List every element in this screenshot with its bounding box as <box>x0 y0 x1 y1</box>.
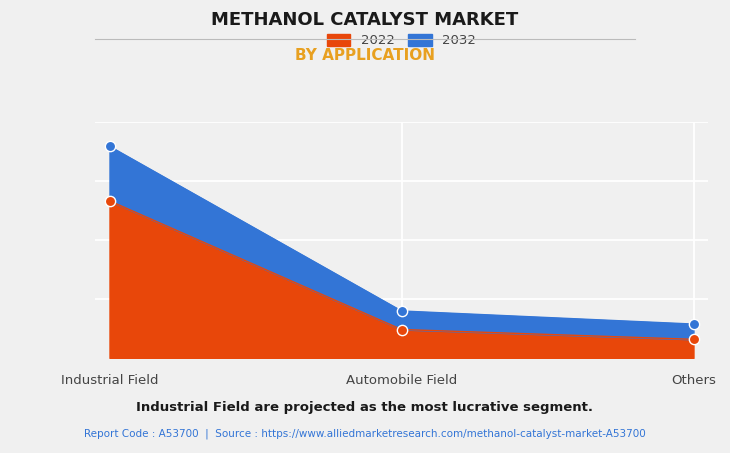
Point <box>396 307 407 314</box>
Point <box>688 320 699 328</box>
Legend: 2022, 2032: 2022, 2032 <box>323 30 480 51</box>
Point <box>104 197 115 204</box>
Point <box>396 326 407 333</box>
Text: Industrial Field are projected as the most lucrative segment.: Industrial Field are projected as the mo… <box>137 401 593 414</box>
Text: METHANOL CATALYST MARKET: METHANOL CATALYST MARKET <box>212 11 518 29</box>
Point <box>688 336 699 343</box>
Point <box>104 143 115 150</box>
Text: BY APPLICATION: BY APPLICATION <box>295 48 435 63</box>
Text: Report Code : A53700  |  Source : https://www.alliedmarketresearch.com/methanol-: Report Code : A53700 | Source : https://… <box>84 428 646 439</box>
